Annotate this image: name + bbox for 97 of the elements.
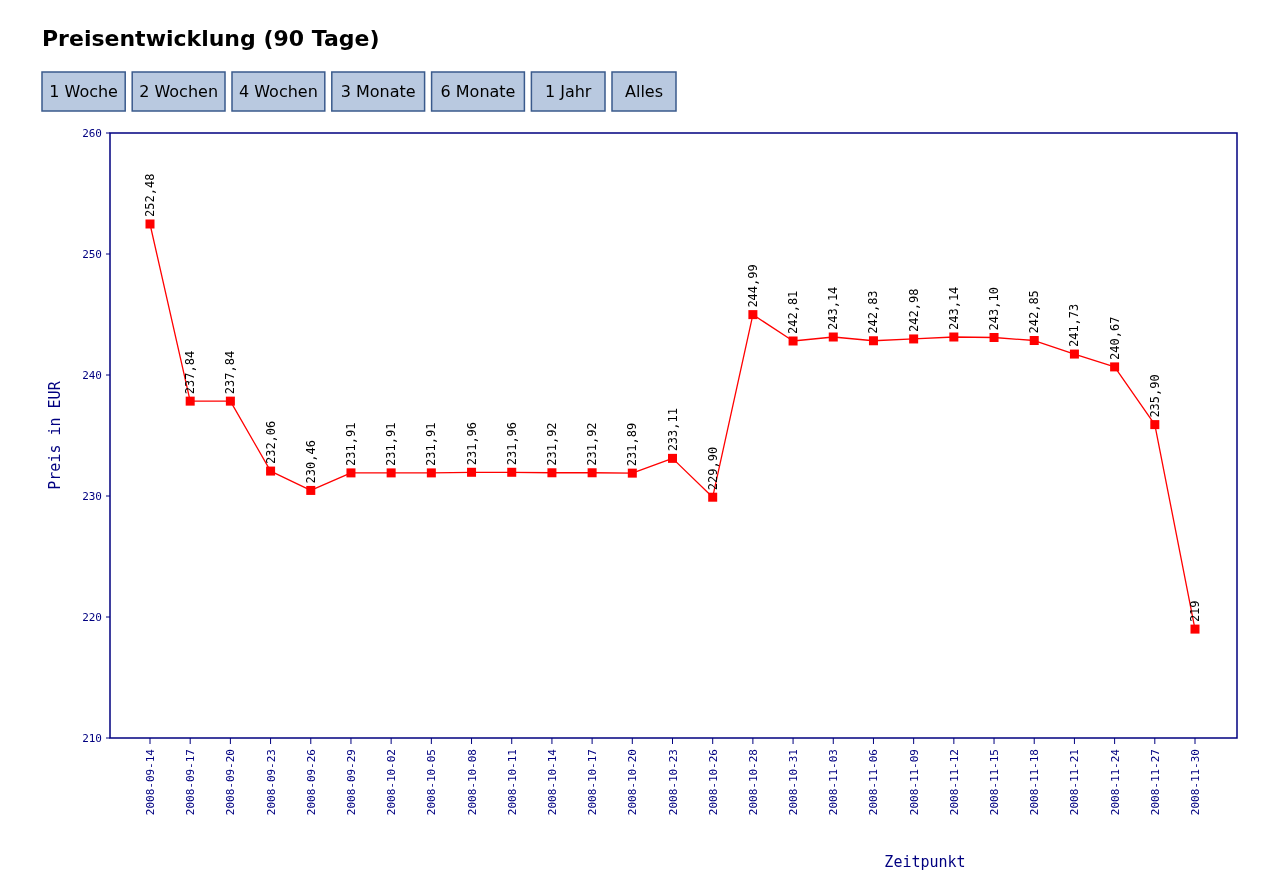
data-label: 243,14 (946, 286, 961, 331)
point (426, 468, 436, 478)
point (306, 485, 316, 495)
point (748, 310, 758, 320)
x-tick-label: 2008-10-20 (626, 749, 640, 816)
x-tick-label: 2008-11-21 (1068, 749, 1082, 816)
button: Alles (611, 71, 677, 112)
point (909, 334, 919, 344)
data-label: 231,89 (625, 422, 640, 467)
button: 4 Wochen (231, 71, 326, 112)
point (547, 468, 557, 478)
point (587, 468, 597, 478)
data-label: 235,90 (1147, 374, 1162, 418)
data-label: 231,92 (585, 422, 600, 466)
x-tick-label: 2008-11-30 (1189, 749, 1202, 816)
x-tick-label: 2008-09-17 (184, 749, 198, 816)
x-tick-label: 2008-11-24 (1108, 748, 1122, 816)
data-label: 231,91 (424, 422, 439, 466)
y-tick-label: 210 (82, 732, 102, 745)
point (949, 332, 959, 342)
x-tick-label: 2008-09-20 (224, 749, 238, 816)
point (668, 453, 677, 463)
point (145, 219, 155, 229)
x-tick-label: 2008-11-12 (947, 749, 961, 816)
x-tick-label: 2008-11-09 (907, 749, 921, 816)
data-label: 237,84 (183, 350, 198, 395)
button: 1 Jahr (530, 71, 606, 112)
point (708, 492, 718, 502)
x-tick-label: 2008-10-11 (505, 749, 519, 816)
point (1150, 420, 1160, 430)
point (225, 396, 235, 406)
button: 2 Wochen (131, 71, 226, 112)
data-label: 244,99 (745, 264, 760, 308)
y-tick-label: 260 (82, 127, 102, 140)
x-tick-label: 2008-10-31 (787, 749, 801, 816)
point (386, 468, 396, 478)
point (868, 336, 878, 346)
x-tick-label: 2008-10-08 (465, 749, 479, 816)
button: 1 Woche (41, 71, 126, 112)
x-tick-label: 2008-10-23 (666, 749, 680, 816)
point (467, 467, 477, 477)
x-tick-label: 2008-09-14 (144, 748, 157, 816)
data-label: 232,06 (263, 420, 278, 465)
x-tick-label: 2008-09-23 (264, 749, 278, 816)
x-axis-title: Zeitpunkt (884, 853, 966, 871)
x-tick-label: 2008-10-28 (746, 749, 760, 816)
x-tick-label: 2008-11-03 (827, 749, 841, 816)
data-label: 231,96 (504, 421, 519, 466)
data-label: 242,83 (866, 290, 881, 334)
data-label: 231,96 (464, 421, 479, 466)
point (989, 332, 999, 342)
y-tick-label: 220 (82, 611, 102, 624)
data-label: 229,90 (705, 446, 720, 491)
data-label: 241,73 (1067, 303, 1082, 348)
point (346, 468, 356, 478)
data-label: 240,67 (1107, 316, 1122, 360)
point (185, 396, 195, 406)
data-label: 252,48 (143, 173, 157, 217)
x-tick-label: 2008-10-05 (425, 749, 439, 816)
x-tick-label: 2008-10-26 (706, 749, 720, 816)
data-label: 231,91 (343, 422, 358, 466)
data-label: 237,84 (223, 350, 238, 395)
x-tick-label: 2008-11-18 (1028, 749, 1042, 816)
data-label: 242,81 (786, 290, 801, 334)
data-label: 242,85 (1027, 290, 1042, 334)
button: 6 Monate (430, 71, 526, 112)
button: 3 Monate (331, 71, 426, 112)
x-tick-label: 2008-11-15 (988, 749, 1002, 816)
point (266, 466, 276, 476)
y-axis-title: Preis in EUR (46, 380, 64, 490)
point (828, 332, 838, 342)
x-tick-label: 2008-10-02 (385, 749, 399, 816)
x-tick-label: 2008-11-06 (867, 749, 881, 816)
y-tick-label: 240 (82, 369, 102, 382)
y-tick-label: 230 (82, 490, 102, 503)
point (1110, 362, 1120, 372)
y-tick-label: 250 (82, 248, 102, 261)
x-tick-label: 2008-09-29 (344, 749, 358, 816)
x-tick-label: 2008-09-26 (304, 749, 318, 816)
point (1029, 336, 1039, 346)
point (788, 336, 798, 346)
point (1069, 349, 1079, 359)
chart-title: Preisentwicklung (90 Tage) (42, 26, 380, 51)
point (507, 467, 517, 477)
x-tick-label: 2008-10-17 (586, 749, 600, 816)
data-label: 231,92 (544, 422, 559, 466)
point (1190, 624, 1200, 634)
point (627, 468, 637, 478)
x-tick-label: 2008-11-27 (1148, 749, 1162, 816)
data-label: 233,11 (665, 408, 680, 452)
data-label: 219 (1188, 600, 1202, 623)
data-label: 230,46 (303, 440, 318, 484)
x-tick-label: 2008-10-14 (545, 748, 559, 816)
data-label: 243,10 (987, 287, 1002, 331)
data-label: 243,14 (826, 286, 841, 331)
data-label: 231,91 (384, 422, 399, 466)
data-label: 242,98 (906, 288, 921, 332)
